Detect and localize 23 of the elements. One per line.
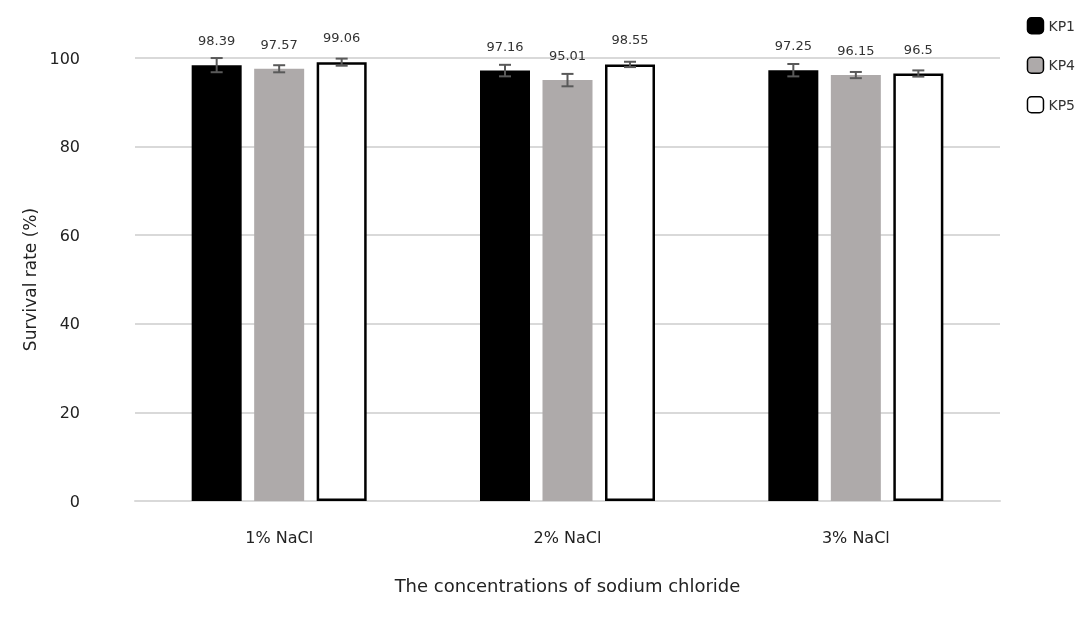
y-tick-label: 60 <box>59 225 80 245</box>
legend-label: KP1 <box>1048 17 1075 34</box>
legend-label: KP5 <box>1048 96 1075 113</box>
data-label: 96.5 <box>903 41 933 57</box>
y-tick-label: 40 <box>59 314 80 334</box>
data-label: 97.57 <box>260 36 298 52</box>
x-axis-title: The concentrations of sodium chloride <box>393 574 741 596</box>
y-tick-label: 0 <box>69 491 80 511</box>
x-tick-label: 1% NaCl <box>245 527 314 547</box>
data-label: 97.25 <box>774 38 812 54</box>
y-tick-label: 20 <box>59 402 80 422</box>
data-label: 98.55 <box>611 32 649 48</box>
x-tick-label: 2% NaCl <box>533 527 602 547</box>
data-label: 96.15 <box>837 43 875 59</box>
y-tick-label: 80 <box>59 137 80 157</box>
data-label: 97.16 <box>486 38 524 54</box>
legend-label: KP4 <box>1048 57 1076 74</box>
x-tick-label: 3% NaCl <box>821 527 890 547</box>
y-tick-label: 100 <box>49 48 80 68</box>
y-axis-title: Survival rate (%) <box>20 207 41 352</box>
data-label: 95.01 <box>548 48 587 64</box>
data-label: 98.39 <box>198 33 236 49</box>
data-label: 99.06 <box>323 30 361 46</box>
